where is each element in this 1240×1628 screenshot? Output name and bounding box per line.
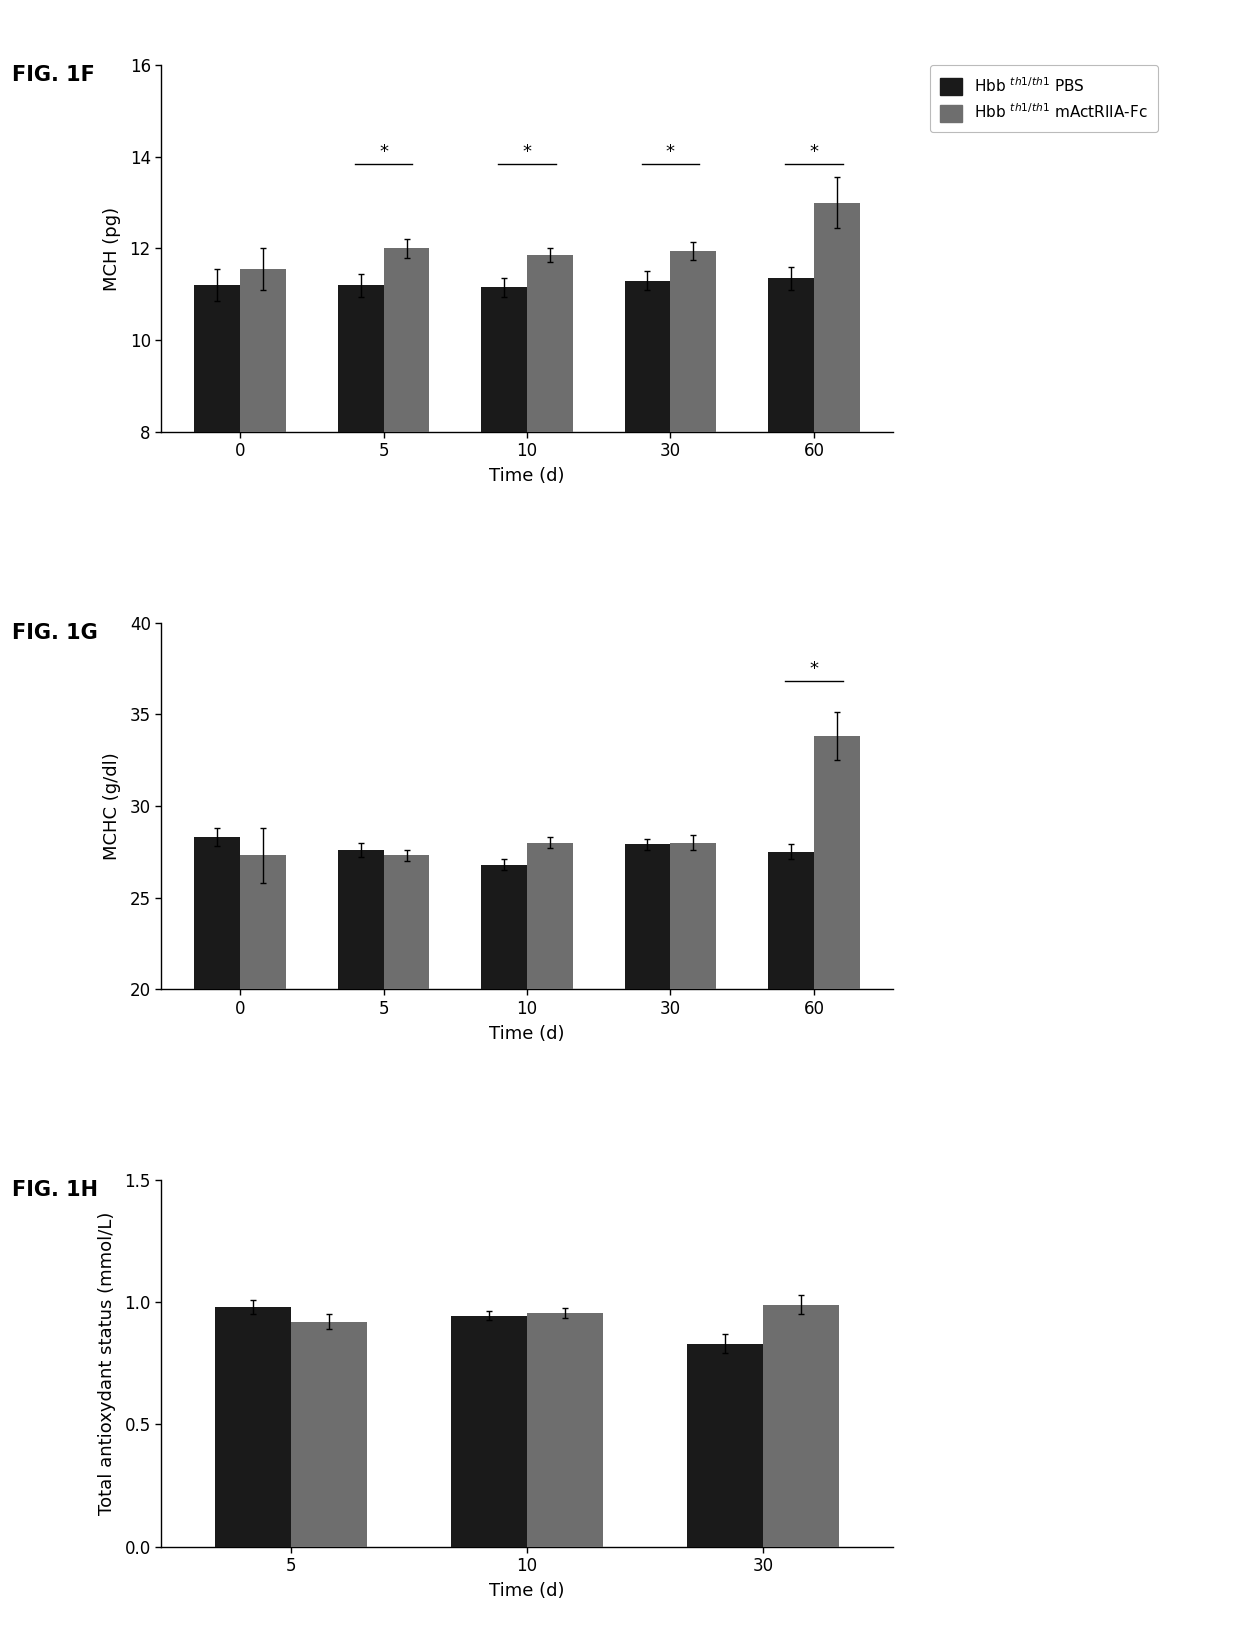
- Bar: [527, 1314, 603, 1547]
- Y-axis label: MCHC (g/dl): MCHC (g/dl): [103, 752, 122, 860]
- Bar: [527, 843, 573, 1356]
- Bar: [451, 1315, 527, 1547]
- Bar: [481, 864, 527, 1356]
- Bar: [768, 278, 813, 798]
- Text: *: *: [666, 143, 675, 161]
- Text: *: *: [522, 143, 532, 161]
- Bar: [383, 855, 429, 1356]
- Bar: [671, 251, 717, 798]
- Bar: [625, 845, 671, 1356]
- Text: FIG. 1H: FIG. 1H: [12, 1180, 98, 1200]
- Bar: [813, 736, 859, 1356]
- Bar: [813, 202, 859, 798]
- Bar: [241, 855, 286, 1356]
- Bar: [687, 1343, 763, 1547]
- Text: FIG. 1F: FIG. 1F: [12, 65, 95, 85]
- Bar: [768, 851, 813, 1356]
- Bar: [481, 288, 527, 798]
- Bar: [337, 850, 383, 1356]
- Bar: [337, 285, 383, 798]
- X-axis label: Time (d): Time (d): [490, 1024, 564, 1042]
- Bar: [671, 843, 717, 1356]
- Bar: [383, 249, 429, 798]
- Bar: [241, 269, 286, 798]
- Text: FIG. 1G: FIG. 1G: [12, 622, 98, 643]
- X-axis label: Time (d): Time (d): [490, 1582, 564, 1600]
- Text: *: *: [810, 143, 818, 161]
- Bar: [527, 256, 573, 798]
- Bar: [291, 1322, 367, 1547]
- Bar: [195, 285, 241, 798]
- Y-axis label: MCH (pg): MCH (pg): [103, 207, 122, 290]
- Text: *: *: [379, 143, 388, 161]
- Y-axis label: Total antioxydant status (mmol/L): Total antioxydant status (mmol/L): [98, 1211, 117, 1516]
- X-axis label: Time (d): Time (d): [490, 467, 564, 485]
- Bar: [216, 1307, 291, 1547]
- Text: *: *: [810, 661, 818, 679]
- Bar: [195, 837, 241, 1356]
- Bar: [625, 280, 671, 798]
- Bar: [763, 1304, 838, 1547]
- Legend: Hbb $^{th1/th1}$ PBS, Hbb $^{th1/th1}$ mActRIIA-Fc: Hbb $^{th1/th1}$ PBS, Hbb $^{th1/th1}$ m…: [930, 65, 1158, 132]
